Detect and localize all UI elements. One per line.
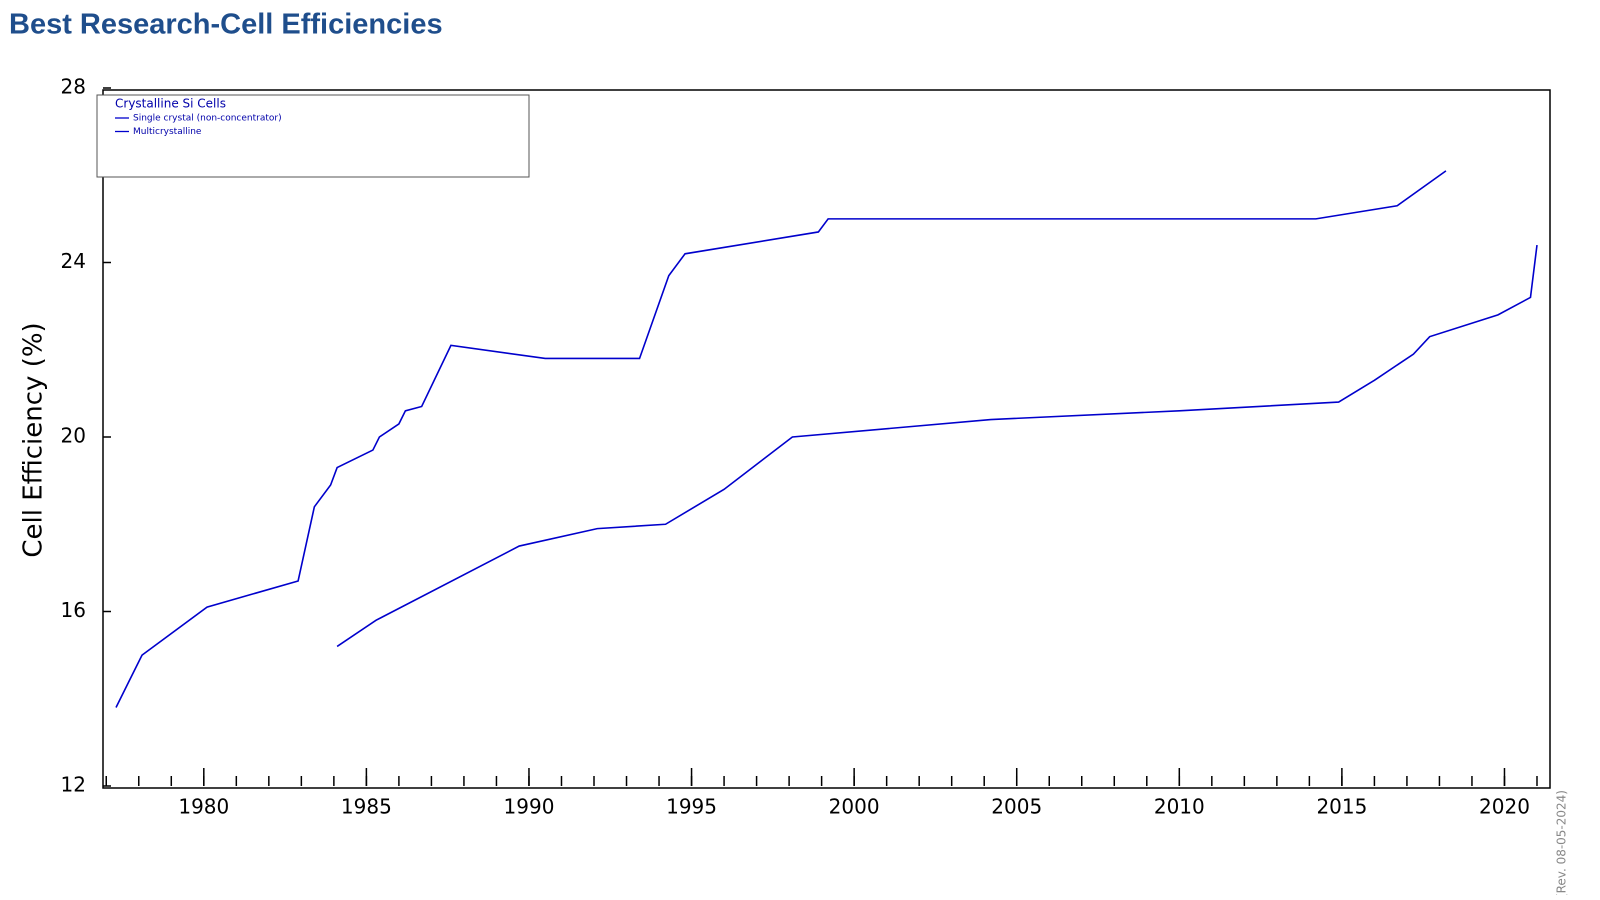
x-tick-label: 1990	[504, 795, 555, 819]
x-tick-label: 1985	[341, 795, 392, 819]
legend-label: Single crystal (non-concentrator)	[133, 114, 282, 124]
x-tick-label: 2000	[829, 795, 880, 819]
revision-note: (Rev. 08-05-2024)	[1555, 790, 1569, 895]
x-tick-label: 2015	[1316, 795, 1367, 819]
x-tick-label: 2010	[1154, 795, 1205, 819]
legend-box	[96, 94, 530, 178]
x-tick-label: 2005	[991, 795, 1042, 819]
y-tick-label: 16	[61, 598, 86, 622]
series-line	[336, 244, 1538, 648]
legend-title: Crystalline Si Cells	[115, 97, 226, 111]
y-tick-label: 12	[61, 773, 86, 797]
x-tick-label: 1980	[178, 795, 229, 819]
series-line	[115, 170, 1447, 708]
legend-label: Multicrystalline	[133, 127, 202, 137]
x-tick-label: 2020	[1479, 795, 1530, 819]
y-tick-label: 24	[61, 249, 86, 273]
page-title: Best Research-Cell Efficiencies	[9, 9, 443, 41]
y-axis-label: Cell Efficiency (%)	[19, 322, 49, 557]
y-tick-label: 20	[61, 424, 86, 448]
x-tick-label: 1995	[666, 795, 717, 819]
plot-frame	[102, 89, 1551, 789]
y-tick-label: 28	[61, 75, 86, 99]
